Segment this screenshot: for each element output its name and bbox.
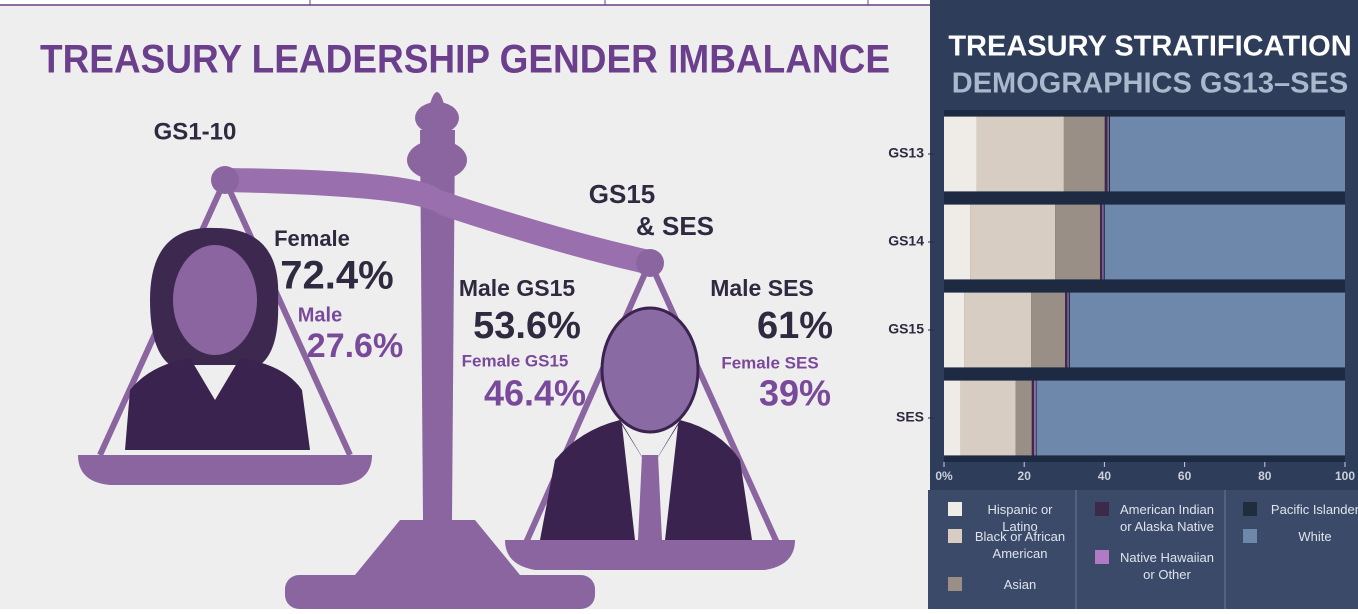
top-strip <box>0 0 1010 5</box>
bar-segment <box>970 204 1056 280</box>
legend-swatch <box>1243 502 1257 516</box>
legend-entry: Asian <box>948 576 1070 593</box>
bar-segment <box>944 380 961 456</box>
grade-label: & SES <box>636 211 714 241</box>
y-tick-label: GS14 <box>888 233 924 249</box>
bar-segment <box>1108 116 1111 192</box>
legend-panel <box>928 490 1358 609</box>
bar-segment <box>1031 292 1066 368</box>
legend-label: White <box>1298 529 1332 544</box>
legend-label: Pacific Islander <box>1270 502 1358 517</box>
bar-segment <box>1069 292 1345 368</box>
y-tick-label: SES <box>896 409 924 425</box>
legend-swatch <box>1095 550 1109 564</box>
y-tick-label: GS15 <box>888 321 924 337</box>
bar-segment <box>1102 204 1104 280</box>
x-tick-label: 20 <box>1018 469 1032 483</box>
legend-swatch <box>948 529 962 543</box>
right-pan <box>505 540 795 570</box>
bar-segment <box>1068 292 1070 368</box>
legend-swatch <box>1243 529 1257 543</box>
bar-segment <box>960 380 1016 456</box>
label: Female SES <box>721 353 818 372</box>
legend-swatch <box>1095 502 1109 516</box>
label: Male SES <box>710 275 814 301</box>
bar-segment <box>976 116 1064 192</box>
bar-segment <box>1099 204 1103 280</box>
legend-entry: Native Hawaiian or Other <box>1095 549 1217 583</box>
label: Male GS15 <box>459 275 576 301</box>
grade-label: GS15 <box>589 179 656 209</box>
chart-subtitle: DEMOGRAPHICS GS13–SES <box>952 68 1348 100</box>
chart-title: TREASURY STRATIFICATION <box>948 31 1351 63</box>
percent: 46.4% <box>484 373 586 414</box>
grade-label: GS1-10 <box>154 118 237 145</box>
legend-swatch <box>948 577 962 591</box>
y-tick-label: GS13 <box>888 145 924 161</box>
bar-segment <box>964 292 1032 368</box>
legend-swatch <box>948 502 962 516</box>
bar-segment <box>1110 116 1345 192</box>
x-tick-label: 100 <box>1335 469 1355 483</box>
woman <box>125 227 310 450</box>
bar-segment <box>1104 116 1108 192</box>
bar-segment <box>1055 204 1100 280</box>
label: Male <box>298 304 342 326</box>
legend-label: Black or African American <box>974 529 1066 561</box>
bar-segment <box>944 204 971 280</box>
legend-label: American Indian or Alaska Native <box>1120 502 1214 534</box>
legend-entry: American Indian or Alaska Native <box>1095 501 1217 535</box>
x-tick-label: 40 <box>1098 469 1112 483</box>
bar-segment <box>1031 380 1035 456</box>
x-tick-label: 80 <box>1258 469 1272 483</box>
x-tick-label: 0% <box>935 469 953 483</box>
bar-segment <box>1063 116 1105 192</box>
bar-segment <box>1015 380 1032 456</box>
bar-segment <box>1107 116 1109 192</box>
bar-segment <box>944 292 965 368</box>
legend-label: Native Hawaiian or Other <box>1120 550 1214 582</box>
left-pan <box>78 455 372 485</box>
legend-entry: Pacific Islander <box>1243 501 1358 518</box>
scale <box>97 92 781 609</box>
bar-segment <box>1067 292 1069 368</box>
percent: 72.4% <box>280 254 393 298</box>
legend-entry: White <box>1243 528 1358 545</box>
legend-label: Hispanic or Latino <box>987 502 1053 534</box>
percent: 27.6% <box>307 327 403 365</box>
bar-segment <box>1034 380 1036 456</box>
bar-segment <box>944 116 977 192</box>
legend-label: Asian <box>1003 577 1037 592</box>
percent: 61% <box>757 305 833 347</box>
bar-segment <box>1036 380 1345 456</box>
legend-entry: Black or African American <box>948 528 1070 562</box>
legend-entry: Hispanic or Latino <box>948 501 1070 535</box>
bar-segment <box>1103 204 1105 280</box>
percent: 53.6% <box>473 305 581 347</box>
bar-segment <box>1065 292 1068 368</box>
man <box>540 306 752 540</box>
x-tick-label: 60 <box>1178 469 1192 483</box>
percent: 39% <box>759 373 831 414</box>
bar-segment <box>1104 204 1345 280</box>
bar-segment <box>1035 380 1037 456</box>
title: TREASURY LEADERSHIP GENDER IMBALANCE <box>40 38 890 82</box>
label: Female <box>274 226 350 251</box>
label: Female GS15 <box>462 351 569 370</box>
